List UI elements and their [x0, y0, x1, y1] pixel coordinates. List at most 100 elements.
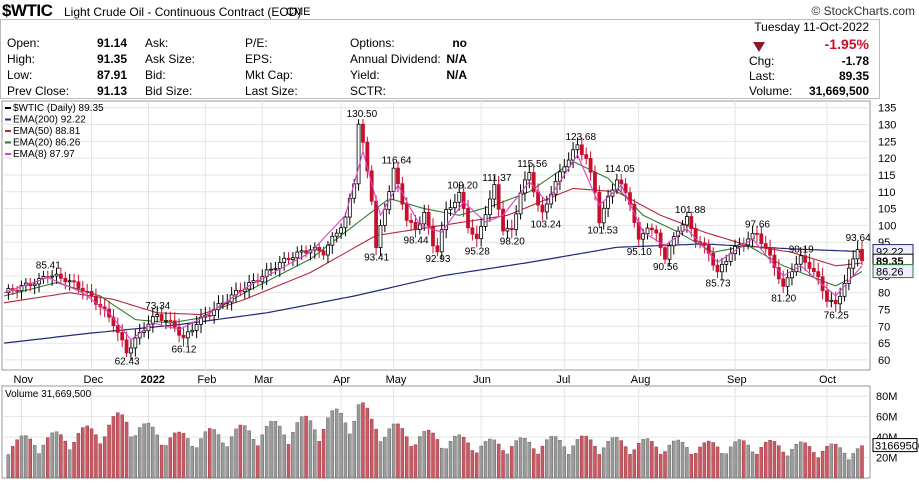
last-size-label: Last Size: [245, 84, 298, 98]
volume-bar [816, 457, 820, 479]
volume-bar [243, 425, 247, 479]
volume-bar [606, 441, 610, 479]
candle-body [124, 339, 129, 354]
x-tick-label: 2022 [140, 374, 164, 386]
volume-bar [623, 446, 628, 479]
candle-body [334, 232, 339, 237]
yield-value: N/A [446, 68, 467, 82]
volume-bar [479, 445, 483, 479]
candle-body [540, 204, 545, 213]
volume-bar [558, 440, 562, 479]
volume-bar [32, 445, 37, 479]
candle-body [194, 324, 199, 331]
volume-y-tick-label: 80M [876, 391, 897, 403]
volume-bar [28, 438, 32, 479]
volume-bar [597, 454, 602, 479]
volume-bar [711, 442, 715, 479]
x-tick-label: Jun [473, 374, 491, 386]
candle-body [168, 320, 173, 322]
volume-bar [334, 408, 339, 479]
candle-body [111, 316, 116, 327]
volume-bar [444, 448, 448, 479]
volume-bar [76, 433, 81, 479]
options-value: no [452, 36, 467, 50]
candle-body [299, 250, 304, 253]
prev-close-label: Prev Close: [7, 84, 70, 98]
candle-body [85, 290, 90, 293]
volume-bar [545, 439, 549, 479]
volume-bar [159, 444, 164, 479]
volume-bar [199, 438, 203, 479]
candle-body [509, 227, 514, 231]
candle-body [72, 280, 76, 283]
candle-body [89, 291, 94, 297]
price-annotation: 97.66 [745, 219, 770, 230]
x-tick-label: Mar [254, 374, 273, 386]
candle-body [671, 236, 676, 247]
pe-label: P/E: [245, 36, 268, 50]
candle-body [19, 285, 24, 292]
volume-bar [190, 446, 194, 479]
volume-bar [593, 446, 597, 479]
volume-bar [24, 435, 28, 479]
candle-body [321, 250, 326, 256]
volume-bar [523, 438, 527, 479]
volume-bar [650, 441, 654, 479]
candle-body [177, 326, 182, 336]
price-annotation: 101.88 [675, 205, 706, 216]
x-tick-label: Apr [333, 374, 350, 386]
candle-body [781, 278, 786, 287]
volume-bar [654, 446, 658, 479]
candle-body [361, 123, 365, 143]
volume-bar [391, 423, 396, 479]
volume-bar [50, 432, 54, 479]
candle-body [479, 226, 484, 240]
volume-bar [549, 436, 553, 479]
price-y-tick-label: 70 [878, 321, 890, 333]
volume-bar [111, 416, 116, 479]
price-y-tick-label: 115 [878, 170, 896, 182]
candle-body [413, 221, 418, 230]
volume-bar [676, 439, 680, 479]
volume-bar [488, 438, 492, 479]
bid-label: Bid: [145, 68, 166, 82]
candle-body [693, 228, 698, 242]
volume-bar [610, 437, 615, 479]
candle-body [680, 224, 685, 232]
candle-body [842, 283, 847, 297]
stockcharts-logo[interactable]: © StockCharts.com [811, 4, 915, 18]
volume-bar [733, 441, 737, 479]
candle-body [514, 213, 519, 231]
candle-body [737, 244, 742, 247]
candle-body [588, 158, 593, 173]
candle-body [544, 203, 549, 213]
symbol-title[interactable]: $WTIC [2, 1, 53, 20]
volume-bar [409, 446, 413, 479]
volume-bar [637, 443, 641, 479]
volume-bar [273, 421, 278, 479]
volume-bar [763, 442, 768, 479]
price-annotation: 95.10 [627, 247, 652, 258]
volume-bar [299, 416, 304, 479]
candle-body [417, 223, 422, 230]
volume-bar [6, 454, 11, 479]
price-annotation: 98.44 [403, 236, 428, 247]
volume-bar [615, 437, 619, 479]
candle-body [772, 254, 777, 268]
candle-body [457, 192, 462, 203]
volume-bar [291, 432, 295, 479]
open-value: 91.14 [96, 36, 127, 50]
candle-body [798, 255, 803, 265]
legend-entry: EMA(50) 88.81 [13, 126, 81, 137]
candle-body [452, 201, 457, 209]
volume-bar [212, 429, 216, 479]
price-annotation: 93.64 [846, 233, 871, 244]
volume-bar [116, 412, 120, 479]
volume-bar [221, 442, 225, 479]
volume-bar [348, 433, 352, 479]
down-arrow-icon [753, 42, 765, 52]
volume-bar [855, 448, 860, 479]
volume-bar [98, 443, 103, 479]
price-annotation: 85.41 [36, 260, 61, 271]
